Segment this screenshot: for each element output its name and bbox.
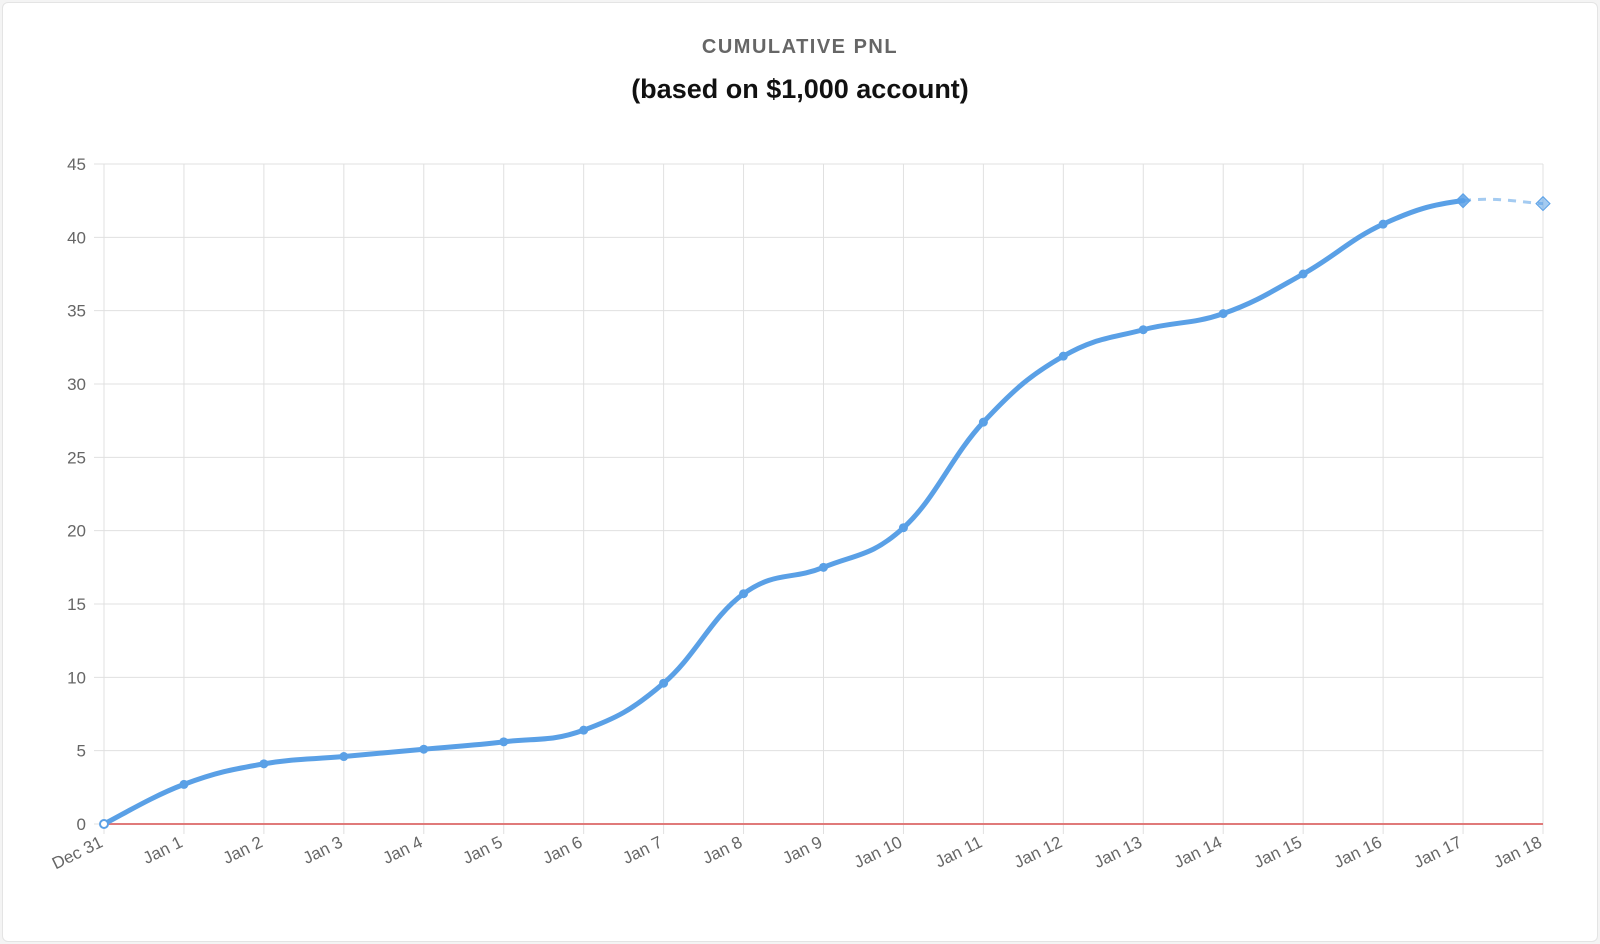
data-point (1455, 192, 1471, 209)
x-tick-label: Jan 15 (1251, 833, 1305, 872)
x-tick-label: Jan 14 (1171, 833, 1225, 872)
data-point (1298, 269, 1308, 279)
data-point (978, 417, 988, 427)
x-axis-ticks: Dec 31 Jan 1 Jan 2 Jan 3 Jan 4 Jan 5 Jan 6 Jan … (49, 833, 1545, 874)
x-tick-label: Jan 18 (1491, 833, 1545, 872)
data-point (579, 725, 589, 735)
grid-lines (94, 163, 1544, 834)
x-tick-label: Jan 4 (380, 833, 426, 868)
x-tick-label: Jan 16 (1331, 833, 1385, 872)
y-tick-label: 45 (67, 155, 86, 174)
y-tick-label: 30 (67, 375, 86, 394)
y-tick-label: 10 (67, 668, 86, 687)
y-tick-label: 25 (67, 448, 86, 467)
y-tick-label: 35 (67, 302, 86, 321)
data-point (259, 759, 269, 769)
x-tick-label: Jan 13 (1091, 833, 1145, 872)
x-tick-label: Jan 1 (140, 833, 186, 868)
data-point (739, 589, 749, 599)
x-tick-label: Jan 9 (780, 833, 826, 868)
x-tick-label: Jan 3 (300, 833, 346, 868)
data-point (419, 744, 429, 754)
x-tick-label: Jan 8 (700, 833, 746, 868)
data-point (99, 819, 109, 829)
data-point (1378, 219, 1388, 229)
y-axis-ticks: 0 5 10 15 20 25 30 35 40 45 (67, 155, 86, 834)
data-point (179, 779, 189, 789)
data-point (1218, 309, 1228, 319)
pnl-series-line (101, 198, 1466, 827)
data-points-layer (99, 192, 1551, 829)
pnl-projected-line (1462, 197, 1544, 206)
data-point (1535, 195, 1551, 212)
data-point (659, 678, 669, 688)
x-tick-label: Jan 17 (1411, 833, 1465, 872)
x-tick-label: Dec 31 (49, 833, 106, 874)
y-tick-label: 5 (77, 742, 86, 761)
x-tick-label: Jan 5 (460, 833, 506, 868)
x-tick-label: Jan 12 (1011, 833, 1065, 872)
x-tick-label: Jan 11 (932, 833, 985, 872)
y-tick-label: 0 (77, 815, 86, 834)
x-tick-label: Jan 6 (540, 833, 586, 868)
x-tick-label: Jan 2 (220, 833, 266, 868)
data-point (1058, 351, 1068, 361)
data-point (1138, 325, 1148, 335)
y-tick-label: 20 (67, 522, 86, 541)
chart-title: CUMULATIVE PNL (701, 36, 899, 58)
x-tick-label: Jan 7 (620, 833, 666, 868)
data-point (898, 523, 908, 533)
data-point (339, 752, 349, 762)
y-tick-label: 15 (67, 595, 86, 614)
y-tick-label: 40 (67, 228, 86, 247)
data-point (499, 737, 509, 747)
x-tick-label: Jan 10 (851, 833, 905, 872)
data-point (819, 562, 828, 572)
chart-subtitle: (based on $1,000 account) (631, 74, 969, 104)
